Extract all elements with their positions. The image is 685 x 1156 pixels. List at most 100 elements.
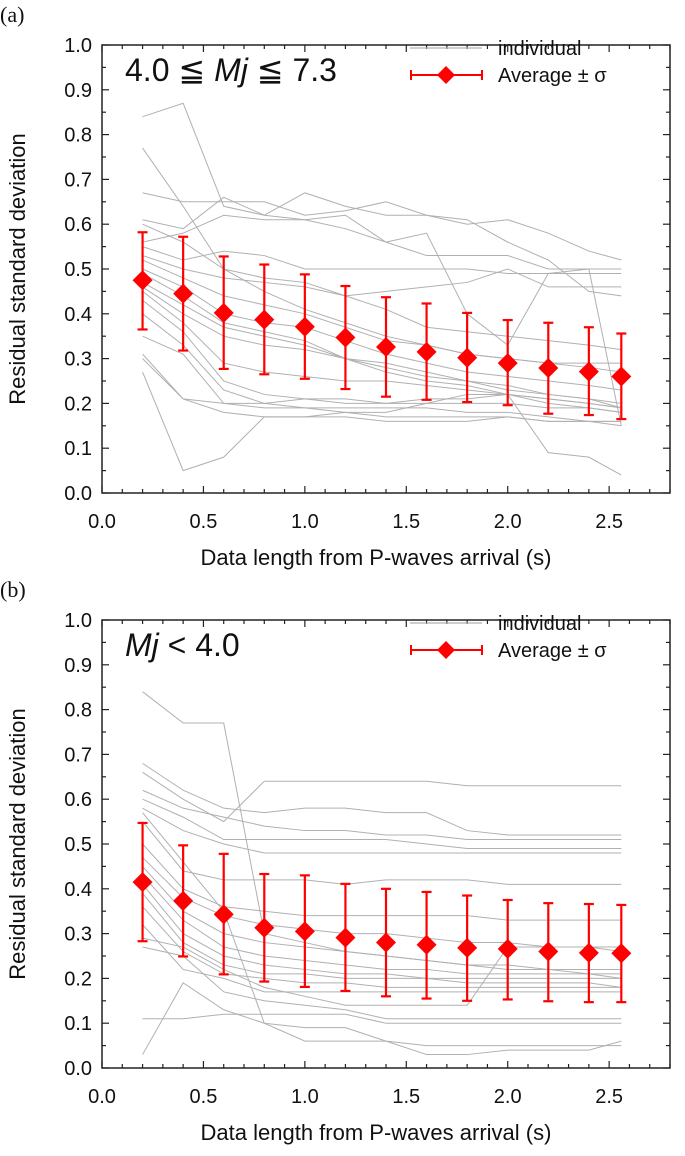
x-axis-label: Data length from P-waves arrival (s) (201, 1120, 552, 1145)
x-tick-label: 0.0 (88, 1086, 116, 1108)
y-axis-label: Residual standard deviation (5, 133, 30, 405)
x-axis-label: Data length from P-waves arrival (s) (201, 545, 552, 570)
average-marker (335, 327, 356, 348)
y-tick-label: 0.3 (64, 924, 92, 946)
average-marker (578, 361, 599, 382)
individual-series-line (142, 358, 622, 427)
individual-series-group (142, 102, 622, 476)
average-marker (538, 941, 559, 962)
individual-series-line (142, 246, 622, 274)
average-marker (294, 921, 315, 942)
individual-series-line (142, 875, 622, 979)
average-marker (132, 270, 153, 291)
average-marker (173, 890, 194, 911)
individual-series-line (142, 214, 622, 270)
y-tick-label: 0.8 (64, 700, 92, 722)
x-tick-label: 2.0 (494, 511, 522, 533)
y-tick-label: 0.7 (64, 744, 92, 766)
individual-series-line (142, 313, 622, 422)
legend-average-label: Average ± σ (498, 640, 607, 662)
y-tick-label: 0.9 (64, 655, 92, 677)
y-tick-label: 1.0 (64, 35, 92, 57)
x-tick-label: 2.5 (595, 511, 623, 533)
x-tick-label: 0.5 (190, 511, 218, 533)
y-tick-label: 0.1 (64, 1013, 92, 1035)
individual-series-line (142, 192, 622, 261)
annotation-text: < 4.0 (159, 627, 240, 663)
average-marker (376, 336, 396, 357)
x-tick-label: 1.5 (392, 1086, 420, 1108)
average-marker (294, 316, 315, 337)
legend-average-marker (437, 641, 455, 659)
y-tick-label: 0.5 (64, 834, 92, 856)
plot-frame (101, 619, 671, 1069)
legend: individual Average ± σ (410, 38, 607, 87)
y-tick-label: 0.3 (64, 349, 92, 371)
average-series (132, 821, 632, 1004)
average-marker (213, 904, 234, 925)
annotation-text: ≦ 7.3 (248, 52, 337, 88)
y-tick-label: 0.6 (64, 789, 92, 811)
x-tick-label: 1.0 (291, 511, 319, 533)
y-tick-label: 0.7 (64, 169, 92, 191)
legend-average-label: Average ± σ (498, 65, 607, 87)
individual-series-line (142, 762, 622, 836)
x-tick-label: 2.5 (595, 1086, 623, 1108)
individual-series-line (142, 691, 622, 975)
y-tick-label: 0.0 (64, 483, 92, 505)
x-tick-label: 0.5 (190, 1086, 218, 1108)
y-tick-label: 0.2 (64, 968, 92, 990)
panel-label: (b) (0, 577, 26, 602)
average-marker (497, 353, 518, 374)
average-marker (254, 917, 275, 938)
average-marker (376, 932, 396, 953)
individual-series-line (142, 843, 622, 921)
average-series (132, 231, 632, 421)
y-tick-label: 0.9 (64, 80, 92, 102)
average-marker (457, 347, 478, 368)
legend-average-marker (437, 66, 455, 84)
y-tick-label: 1.0 (64, 610, 92, 632)
average-marker (132, 872, 153, 893)
average-marker (538, 358, 559, 379)
x-tick-label: 0.0 (88, 511, 116, 533)
panel-b: (b) 0.0 0.1 0.2 0.3 0.4 0.5 0.6 0.7 0.8 0.9 1.0 0.0 0… (0, 577, 671, 1145)
average-marker (416, 934, 437, 955)
average-marker (335, 927, 356, 948)
individual-series-line (142, 771, 622, 823)
y-tick-label: 0.5 (64, 259, 92, 281)
panel-a: (a) 0.0 0.1 0.2 0.3 0.4 0.5 0.6 0.7 0.8 0.9 1.0 0.0 0… (0, 2, 671, 570)
y-tick-label: 0.6 (64, 214, 92, 236)
individual-series-line (142, 371, 622, 476)
average-marker (457, 937, 478, 958)
individual-series-line (142, 798, 622, 849)
individual-series-line (142, 807, 622, 854)
magnitude-annotation: 4.0 ≦ Mj ≦ 7.3 (125, 52, 337, 88)
individual-series-line (142, 1013, 622, 1024)
individual-series-line (142, 946, 622, 1020)
x-tick-label: 1.0 (291, 1086, 319, 1108)
y-tick-label: 0.4 (64, 879, 92, 901)
average-marker (611, 943, 632, 964)
individual-series-line (142, 812, 622, 1047)
x-tick-label: 1.5 (392, 511, 420, 533)
average-marker (416, 341, 437, 362)
average-marker (497, 938, 518, 959)
y-axis-label: Residual standard deviation (5, 708, 30, 980)
y-tick-label: 0.1 (64, 438, 92, 460)
annotation-text: 4.0 ≦ (125, 52, 214, 88)
average-marker (213, 302, 234, 323)
average-marker (578, 942, 599, 963)
y-tick-label: 0.0 (64, 1058, 92, 1080)
legend: individual Average ± σ (410, 613, 607, 662)
average-marker (173, 283, 194, 304)
legend-individual-label: individual (498, 38, 581, 60)
individual-series-group (142, 691, 622, 1056)
y-tick-label: 0.8 (64, 125, 92, 147)
magnitude-annotation: Mj < 4.0 (125, 627, 240, 663)
individual-series-line (142, 789, 622, 841)
legend-individual-label: individual (498, 613, 581, 635)
annotation-symbol: Mj (125, 627, 160, 663)
individual-series-line (142, 102, 622, 426)
